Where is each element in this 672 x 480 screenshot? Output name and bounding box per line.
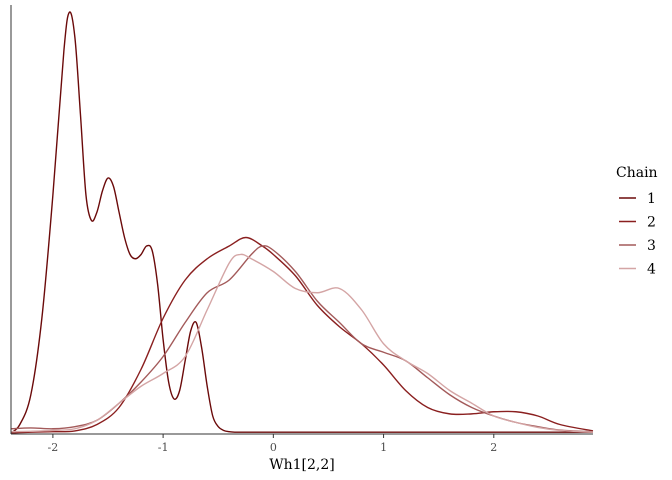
legend-label-4: 4 <box>647 262 656 278</box>
x-axis-ticks: -2 -1 0 1 2 <box>48 434 497 454</box>
x-axis-title: Wh1[2,2] <box>269 457 335 473</box>
series-line-1 <box>10 11 593 434</box>
x-tick-label: 2 <box>490 441 497 454</box>
x-tick-label: 1 <box>380 441 387 454</box>
x-tick-label: 0 <box>270 441 277 454</box>
legend-title: Chain <box>616 165 658 181</box>
x-tick-label: -1 <box>158 441 169 454</box>
legend: Chain 1 2 3 4 <box>616 165 658 278</box>
plot-area <box>10 11 594 434</box>
legend-items: 1 2 3 4 <box>619 191 656 278</box>
x-tick-label: -2 <box>48 441 59 454</box>
legend-label-1: 1 <box>647 191 656 207</box>
series-line-4 <box>10 253 594 433</box>
series-line-3 <box>10 245 594 433</box>
legend-label-3: 3 <box>647 238 656 254</box>
series-line-2 <box>10 236 594 434</box>
legend-label-2: 2 <box>647 215 656 231</box>
